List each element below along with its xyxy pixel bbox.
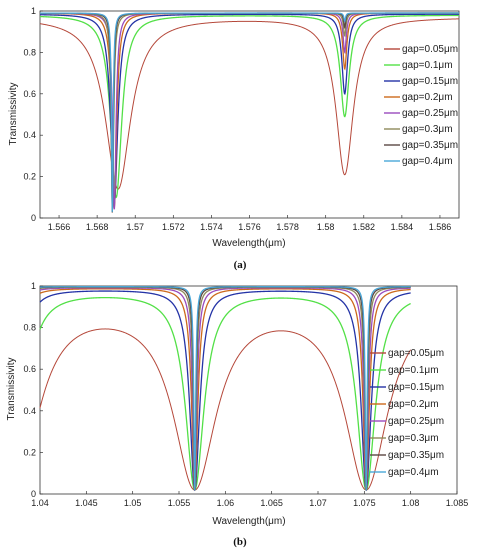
- caption-a: (a): [234, 259, 247, 271]
- series-line-b-8: [39, 286, 411, 490]
- series-line-a-8: [39, 12, 459, 212]
- series-line-b-4: [39, 288, 411, 490]
- x-tick-label: 1.566: [48, 222, 71, 232]
- legend-label: gap=0.1μm: [402, 60, 453, 71]
- y-tick-label: 0.4: [23, 130, 36, 140]
- x-tick-label: 1.07: [309, 498, 327, 508]
- x-tick-label: 1.075: [353, 498, 376, 508]
- caption-b: (b): [233, 536, 247, 548]
- x-tick-label: 1.085: [446, 498, 469, 508]
- y-tick-label: 0: [31, 489, 36, 499]
- series-line-b-1: [39, 328, 412, 491]
- x-tick-label: 1.08: [402, 498, 420, 508]
- legend-label: gap=0.35μm: [402, 140, 458, 151]
- x-tick-label: 1.06: [217, 498, 235, 508]
- series-lines-a: [39, 12, 460, 213]
- legend-label: gap=0.3μm: [388, 433, 439, 444]
- y-tick-label: 1: [31, 6, 36, 16]
- x-tick-label: 1.045: [75, 498, 98, 508]
- y-axis-label-a: Transmissivity: [8, 83, 19, 146]
- y-tick-label: 0.2: [23, 172, 36, 182]
- x-tick-label: 1.05: [124, 498, 142, 508]
- legend-label: gap=0.15μm: [388, 382, 444, 393]
- legend-label: gap=0.05μm: [402, 44, 458, 55]
- y-tick-label: 0.6: [23, 89, 36, 99]
- y-tick-label: 0.6: [23, 364, 36, 374]
- legend-label: gap=0.25μm: [388, 416, 444, 427]
- legend-label: gap=0.2μm: [388, 399, 439, 410]
- series-line-b-2: [39, 296, 411, 491]
- legend-label: gap=0.4μm: [388, 467, 439, 478]
- x-tick-label: 1.586: [429, 222, 452, 232]
- x-tick-label: 1.576: [238, 222, 261, 232]
- y-axis-label-b: Transmissivity: [6, 358, 17, 421]
- series-line-a-1: [39, 18, 460, 190]
- legend-label: gap=0.2μm: [402, 92, 453, 103]
- x-tick-label: 1.578: [276, 222, 299, 232]
- x-tick-label: 1.572: [162, 222, 185, 232]
- y-tick-label: 0: [31, 213, 36, 223]
- x-tick-label: 1.582: [353, 222, 376, 232]
- legend-label: gap=0.1μm: [388, 365, 439, 376]
- legend-label: gap=0.4μm: [402, 156, 453, 167]
- x-tick-label: 1.57: [126, 222, 144, 232]
- legend-label: gap=0.35μm: [388, 450, 444, 461]
- y-tick-label: 0.4: [23, 406, 36, 416]
- x-axis-label-b: Wavelength(μm): [212, 516, 285, 527]
- x-tick-label: 1.584: [391, 222, 414, 232]
- chart-panel-b: 1.04 1.045 1.05 1.055 1.06 1.065 1.07 1.075 1.08…: [6, 281, 468, 548]
- plot-area-a: [39, 10, 460, 219]
- series-line-b-3: [39, 290, 411, 492]
- legend-a: gap=0.05μm gap=0.1μm gap=0.15μm gap=0.2μm ga…: [384, 44, 458, 167]
- x-tick-label: 1.568: [86, 222, 109, 232]
- y-tick-label: 0.2: [23, 447, 36, 457]
- plot-area-b: [39, 285, 458, 495]
- legend-label: gap=0.3μm: [402, 124, 453, 135]
- x-tick-label: 1.04: [31, 498, 49, 508]
- series-line-a-3: [40, 13, 460, 206]
- y-tick-label: 0.8: [23, 47, 36, 57]
- legend-b: gap=0.05μm gap=0.1μm gap=0.15μm gap=0.2μm ga…: [370, 348, 444, 478]
- x-tick-label: 1.055: [168, 498, 191, 508]
- x-tick-label: 1.065: [260, 498, 283, 508]
- y-tick-label: 1: [31, 281, 36, 291]
- series-lines-b: [39, 286, 412, 492]
- y-tick-label: 0.8: [23, 323, 36, 333]
- legend-label: gap=0.15μm: [402, 76, 458, 87]
- x-tick-label: 1.574: [200, 222, 223, 232]
- x-axis-label-a: Wavelength(μm): [212, 238, 285, 249]
- legend-label: gap=0.25μm: [402, 108, 458, 119]
- chart-panel-a: 1.566 1.568 1.57 1.572 1.574 1.576 1.578 1.58 1.…: [8, 6, 460, 271]
- legend-label: gap=0.05μm: [388, 348, 444, 359]
- x-tick-label: 1.58: [317, 222, 335, 232]
